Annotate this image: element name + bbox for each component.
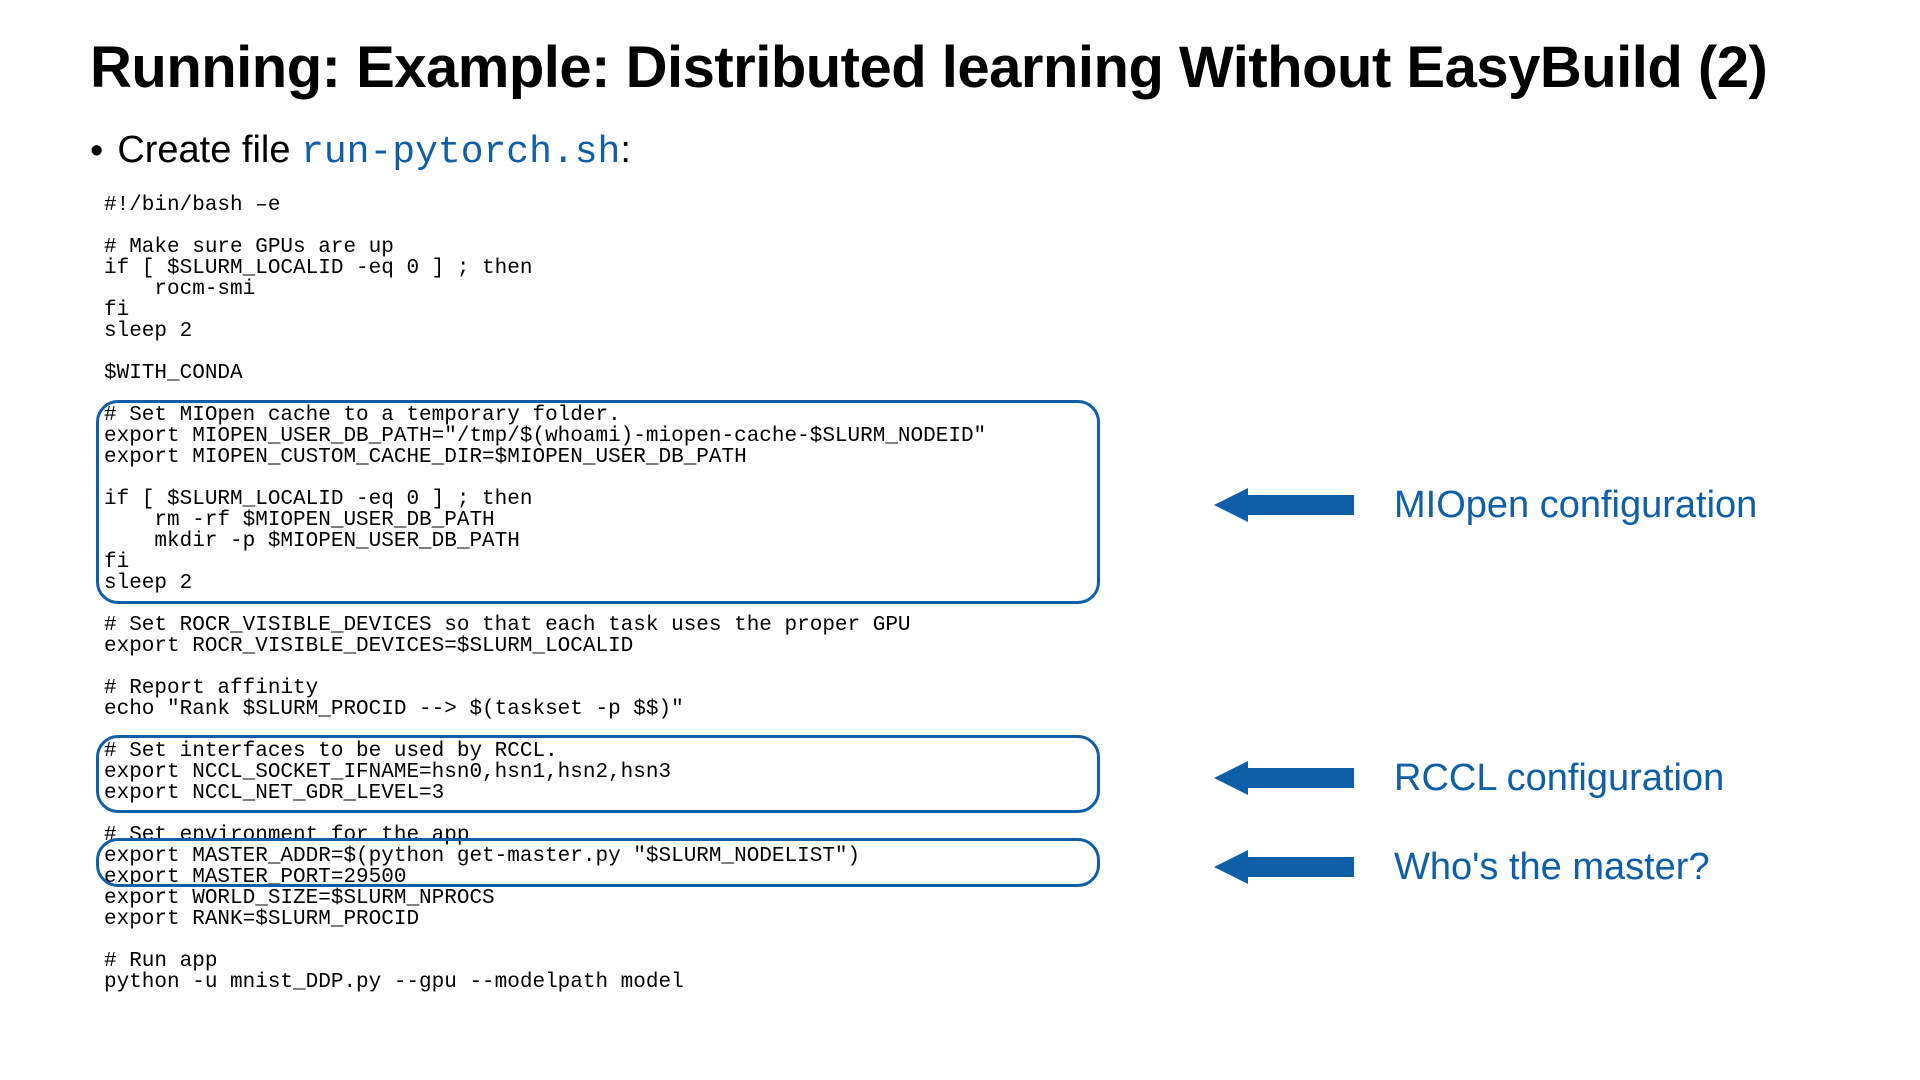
filename-code: run-pytorch.sh [301,131,620,174]
bullet-text: Create file run-pytorch.sh: [117,129,631,174]
slide-title: Running: Example: Distributed learning W… [90,36,1830,101]
bullet-marker: • [90,132,103,170]
arrow-left-icon [1214,850,1354,884]
bullet-item: • Create file run-pytorch.sh: [90,129,1830,174]
bullet-suffix: : [620,129,631,171]
arrow-left-icon [1214,761,1354,795]
annotation-label-miopen: MIOpen configuration [1394,484,1757,527]
annotation-master: Who's the master? [1214,846,1710,889]
code-area: #!/bin/bash –e # Make sure GPUs are up i… [104,195,1830,993]
annotation-label-rccl: RCCL configuration [1394,757,1724,800]
arrow-left-icon [1214,488,1354,522]
bullet-prefix: Create file [117,129,301,171]
annotation-rccl: RCCL configuration [1214,757,1724,800]
annotation-miopen: MIOpen configuration [1214,484,1757,527]
slide: Running: Example: Distributed learning W… [0,0,1920,1080]
annotation-label-master: Who's the master? [1394,846,1710,889]
